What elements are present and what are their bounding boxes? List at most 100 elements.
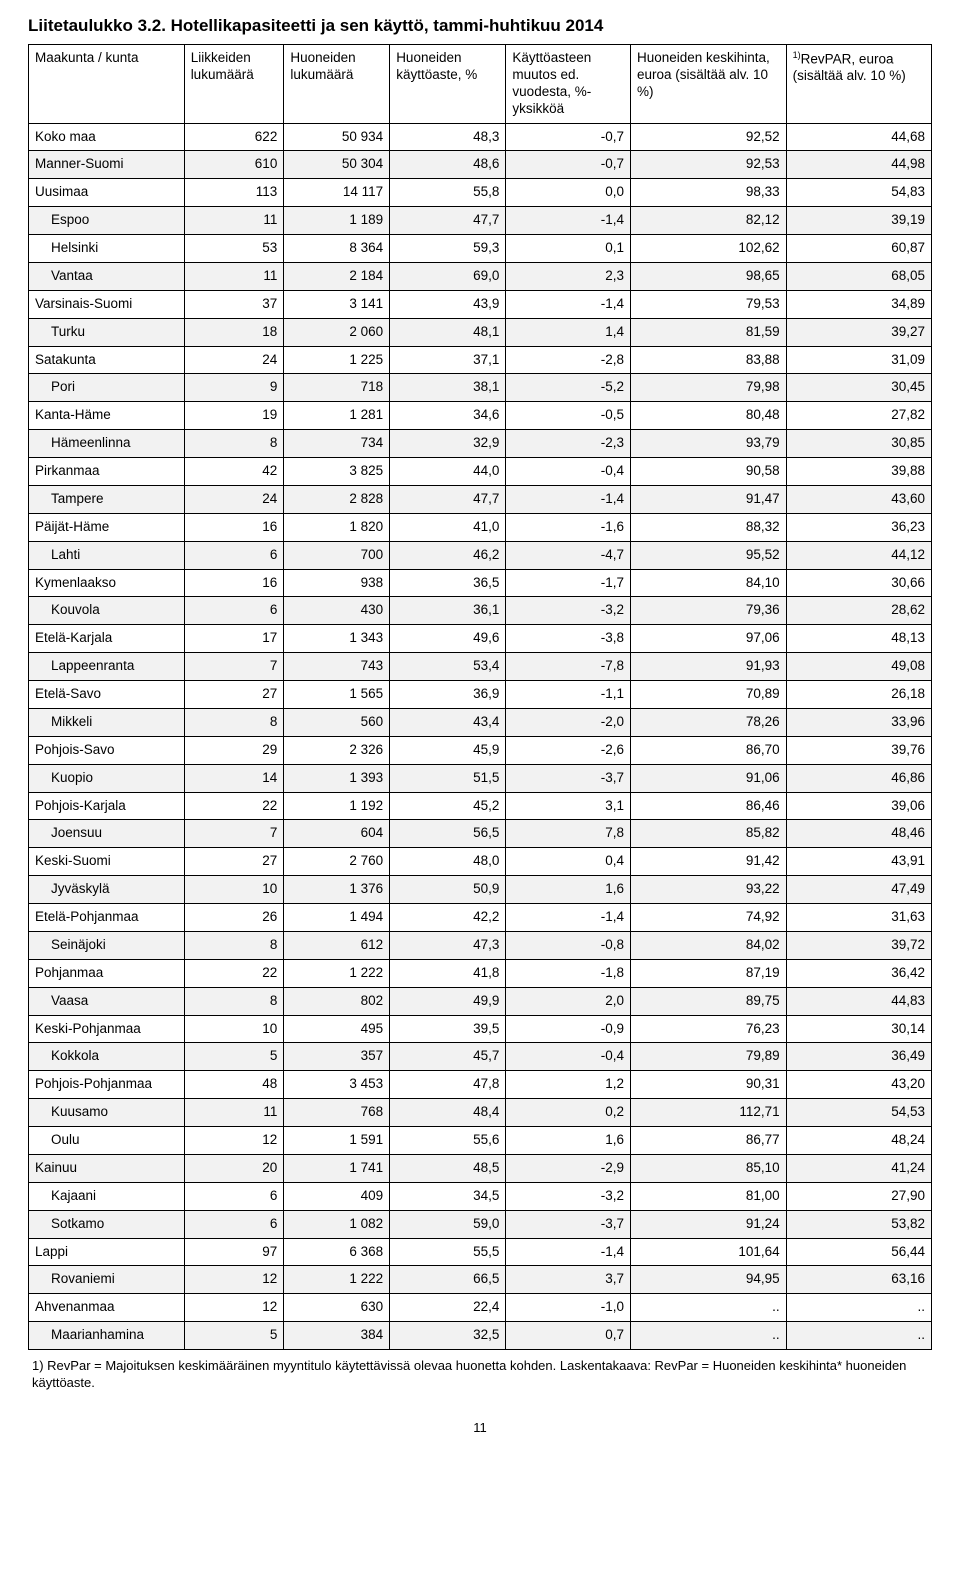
cell-value: 1 565 [284,681,390,709]
cell-value: 39,72 [786,931,931,959]
cell-value: -2,6 [506,736,631,764]
cell-value: 79,89 [630,1043,786,1071]
cell-value: 700 [284,541,390,569]
col-header: Huoneiden keskihinta, euroa (sisältää al… [630,45,786,124]
cell-value: 74,92 [630,904,786,932]
cell-value: 89,75 [630,987,786,1015]
cell-value: 113 [184,179,284,207]
cell-value: -3,8 [506,625,631,653]
cell-value: 6 [184,1210,284,1238]
cell-value: 84,02 [630,931,786,959]
cell-value: 41,24 [786,1154,931,1182]
cell-value: 101,64 [630,1238,786,1266]
cell-value: 36,5 [390,569,506,597]
cell-value: 47,7 [390,485,506,513]
cell-value: 12 [184,1127,284,1155]
cell-value: 734 [284,430,390,458]
table-row: Vantaa112 18469,02,398,6568,05 [29,262,932,290]
table-row: Ahvenanmaa1263022,4-1,0.... [29,1294,932,1322]
cell-value: 1 222 [284,1266,390,1294]
cell-value: 50 934 [284,123,390,151]
cell-value: 1,6 [506,1127,631,1155]
cell-value: 37 [184,290,284,318]
cell-value: 53 [184,235,284,263]
table-row: Kymenlaakso1693836,5-1,784,1030,66 [29,569,932,597]
cell-value: 2,0 [506,987,631,1015]
row-label: Keski-Suomi [29,848,185,876]
cell-value: 14 117 [284,179,390,207]
cell-value: 34,89 [786,290,931,318]
cell-value: 26 [184,904,284,932]
cell-value: 32,9 [390,430,506,458]
cell-value: 3,1 [506,792,631,820]
cell-value: 84,10 [630,569,786,597]
cell-value: 16 [184,513,284,541]
cell-value: -2,8 [506,346,631,374]
cell-value: 27,82 [786,402,931,430]
cell-value: -0,7 [506,123,631,151]
cell-value: 1 189 [284,207,390,235]
table-row: Maarianhamina538432,50,7.... [29,1322,932,1350]
cell-value: 48,13 [786,625,931,653]
cell-value: 85,82 [630,820,786,848]
table-row: Seinäjoki861247,3-0,884,0239,72 [29,931,932,959]
cell-value: 44,68 [786,123,931,151]
col-header: Huoneiden käyttöaste, % [390,45,506,124]
col-header: Käyttöasteen muutos ed. vuodesta, %-yksi… [506,45,631,124]
cell-value: 42,2 [390,904,506,932]
cell-value: 91,42 [630,848,786,876]
cell-value: -1,7 [506,569,631,597]
cell-value: 48,3 [390,123,506,151]
row-label: Lappi [29,1238,185,1266]
cell-value: 8 364 [284,235,390,263]
table-row: Lahti670046,2-4,795,5244,12 [29,541,932,569]
table-row: Etelä-Pohjanmaa261 49442,2-1,474,9231,63 [29,904,932,932]
row-label: Kajaani [29,1182,185,1210]
cell-value: 2,3 [506,262,631,290]
row-label: Seinäjoki [29,931,185,959]
cell-value: 60,87 [786,235,931,263]
cell-value: -1,6 [506,513,631,541]
cell-value: 11 [184,262,284,290]
cell-value: 69,0 [390,262,506,290]
cell-value: 29 [184,736,284,764]
cell-value: 12 [184,1294,284,1322]
table-row: Keski-Pohjanmaa1049539,5-0,976,2330,14 [29,1015,932,1043]
cell-value: 2 828 [284,485,390,513]
cell-value: 1 820 [284,513,390,541]
row-label: Pohjois-Pohjanmaa [29,1071,185,1099]
row-label: Vaasa [29,987,185,1015]
row-label: Helsinki [29,235,185,263]
cell-value: 743 [284,653,390,681]
cell-value: 0,7 [506,1322,631,1350]
cell-value: 83,88 [630,346,786,374]
row-label: Uusimaa [29,179,185,207]
cell-value: 26,18 [786,681,931,709]
cell-value: 41,0 [390,513,506,541]
cell-value: 430 [284,597,390,625]
row-label: Koko maa [29,123,185,151]
cell-value: 7 [184,820,284,848]
cell-value: -3,2 [506,1182,631,1210]
cell-value: 86,77 [630,1127,786,1155]
cell-value: 1 225 [284,346,390,374]
footnote-text: 1) RevPar = Majoituksen keskimääräinen m… [32,1358,928,1392]
cell-value: 92,53 [630,151,786,179]
cell-value: 0,2 [506,1099,631,1127]
cell-value: 8 [184,430,284,458]
row-label: Oulu [29,1127,185,1155]
cell-value: 802 [284,987,390,1015]
cell-value: 630 [284,1294,390,1322]
cell-value: 97 [184,1238,284,1266]
cell-value: 49,08 [786,653,931,681]
cell-value: 17 [184,625,284,653]
cell-value: .. [786,1294,931,1322]
cell-value: 91,93 [630,653,786,681]
cell-value: 42 [184,458,284,486]
cell-value: 36,49 [786,1043,931,1071]
cell-value: 8 [184,987,284,1015]
table-row: Vaasa880249,92,089,7544,83 [29,987,932,1015]
table-row: Varsinais-Suomi373 14143,9-1,479,5334,89 [29,290,932,318]
cell-value: 97,06 [630,625,786,653]
cell-value: 30,66 [786,569,931,597]
